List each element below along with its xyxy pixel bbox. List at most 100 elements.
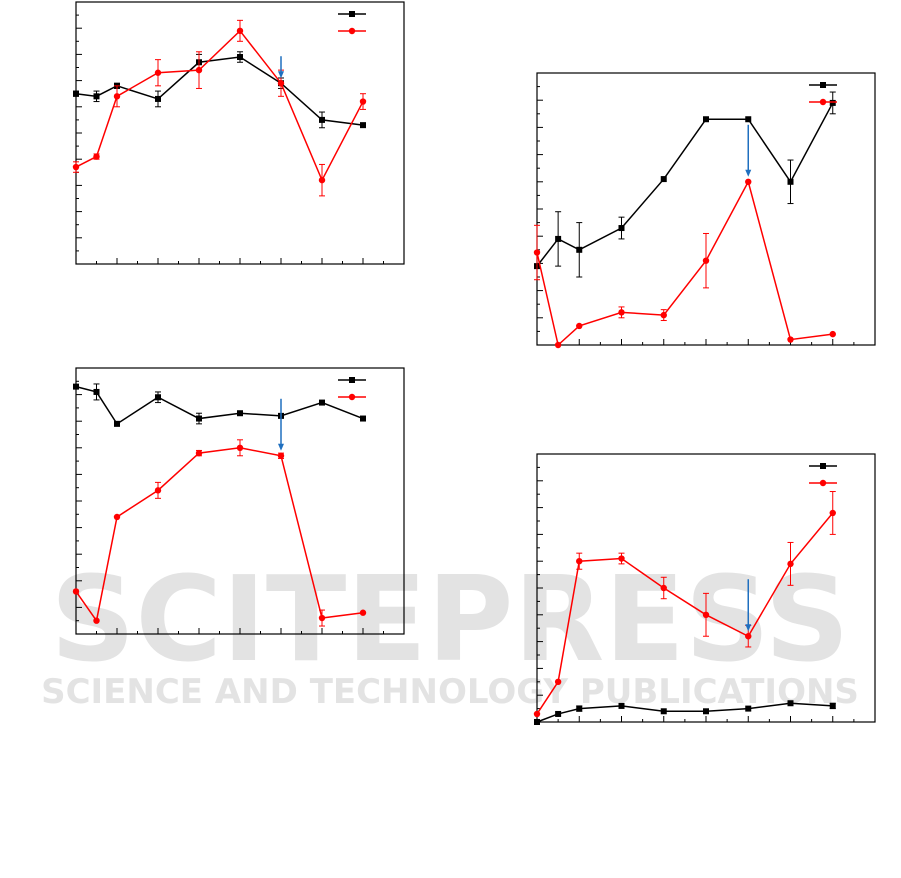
data-point [787,700,794,707]
legend-marker [348,27,356,35]
data-point [555,235,562,242]
data-point [534,719,540,725]
series-1 [73,383,366,427]
chart-panel-2 [533,72,876,349]
data-point [829,99,836,106]
data-point [93,93,100,100]
data-point [236,27,244,35]
data-point [359,98,367,105]
data-point [533,249,541,256]
annotation-arrow [745,124,752,177]
arrow-head [278,443,284,451]
data-point [72,588,80,595]
legend [338,11,366,35]
data-point [703,708,709,715]
series-2 [72,19,367,197]
legend-marker [819,98,827,106]
legend [338,377,366,401]
data-point [93,153,100,160]
data-point [745,705,752,712]
data-point [829,702,836,709]
data-point [277,80,285,87]
publisher-watermark: SCITEPRESS SCIENCE AND TECHNOLOGY PUBLIC… [41,550,859,712]
legend-marker [819,479,827,487]
chart-panel-3 [72,367,405,635]
data-point [745,633,752,640]
data-point [576,705,583,712]
data-point [237,410,243,417]
data-point [745,178,752,185]
data-point [236,444,244,451]
data-point [533,710,541,718]
data-point [702,257,710,264]
data-point [618,225,625,232]
data-point [829,330,836,338]
chart-panels [72,1,876,725]
data-point [703,116,709,123]
data-point [829,509,836,517]
data-point [319,116,325,123]
data-point [660,176,667,183]
data-point [576,322,583,330]
legend [809,82,837,106]
data-point [318,614,326,622]
legend-marker [348,393,356,401]
legend-marker [820,463,826,469]
data-point [195,449,203,457]
data-point [154,69,162,76]
data-point [618,309,625,316]
data-point [113,93,121,100]
legend-marker [349,377,355,383]
plot-frame [536,72,876,346]
data-point [787,560,794,568]
data-point [618,555,625,562]
data-point [660,708,667,715]
series-line [536,179,833,347]
data-point [618,702,625,709]
series-2 [72,439,367,627]
data-point [660,311,667,319]
data-point [319,399,325,406]
data-point [576,558,583,565]
watermark-tagline: SCIENCE AND TECHNOLOGY PUBLICATIONS [41,672,859,712]
data-point [360,122,366,129]
data-point [155,95,161,102]
annotation-arrow [745,579,752,632]
annotation-arrow [278,56,284,79]
data-point [702,611,710,618]
data-point [154,487,162,494]
legend-marker [349,11,355,17]
series-2 [533,178,836,349]
series-line [75,29,364,182]
data-point [745,116,752,123]
data-point [155,394,161,401]
legend-marker [820,82,826,88]
data-point [237,54,243,61]
series-1 [534,700,836,725]
chart-panel-1 [72,1,405,265]
data-point [73,383,79,390]
data-point [555,710,562,717]
data-point [72,163,80,171]
series-2 [533,491,836,718]
data-point [318,176,326,184]
data-point [554,341,562,349]
data-point [93,617,100,624]
data-point [359,609,367,616]
series-1 [534,91,836,278]
data-point [554,678,562,685]
data-point [113,513,121,521]
annotation-arrow [278,398,284,451]
data-point [195,66,203,74]
watermark-brand: SCITEPRESS [50,550,849,688]
series-line [75,56,364,126]
data-point [93,388,100,395]
legend [809,463,837,487]
data-point [787,336,794,343]
chart-panel-4 [533,453,876,725]
data-point [787,178,794,185]
arrow-head [745,169,752,177]
arrow-head [278,71,284,79]
data-point [360,415,366,422]
